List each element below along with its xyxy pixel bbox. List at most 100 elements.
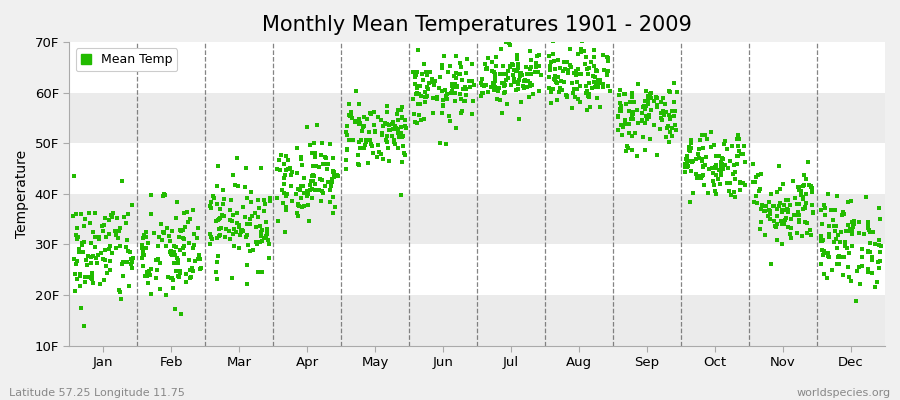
Point	[374, 151, 388, 157]
Point	[125, 259, 140, 266]
Point	[423, 69, 437, 75]
Point	[67, 256, 81, 262]
Point	[306, 172, 320, 178]
Point	[463, 83, 477, 90]
Point	[86, 228, 100, 235]
Point	[500, 101, 515, 107]
Point	[798, 200, 813, 206]
Point	[185, 207, 200, 214]
Point	[798, 204, 813, 210]
Point	[873, 249, 887, 255]
Point	[85, 273, 99, 280]
Point	[406, 96, 420, 102]
Point	[290, 145, 304, 152]
Point	[861, 227, 876, 233]
Point	[637, 119, 652, 126]
Point	[211, 253, 225, 260]
Point	[845, 228, 859, 234]
Point	[487, 81, 501, 88]
Point	[413, 82, 428, 89]
Point	[613, 100, 627, 106]
Point	[386, 121, 400, 128]
Point	[841, 199, 855, 206]
Point	[166, 276, 180, 283]
Point	[484, 59, 499, 66]
Point	[772, 186, 787, 192]
Point	[304, 150, 319, 156]
Point	[796, 194, 810, 200]
Point	[583, 59, 598, 65]
Point	[611, 113, 625, 120]
Point	[589, 67, 603, 74]
Point	[779, 207, 794, 214]
Point	[797, 205, 812, 211]
Point	[770, 189, 784, 196]
Point	[780, 206, 795, 213]
Point	[81, 253, 95, 259]
Point	[590, 76, 605, 83]
Point	[789, 229, 804, 236]
Point	[330, 173, 345, 180]
Point	[831, 232, 845, 238]
Point	[804, 184, 818, 190]
Point	[613, 108, 627, 114]
Point	[862, 240, 877, 247]
Point	[385, 118, 400, 125]
Point	[690, 151, 705, 157]
Point	[202, 230, 217, 237]
Point	[256, 197, 271, 204]
Point	[382, 158, 396, 164]
Point	[326, 194, 340, 200]
Point	[860, 222, 875, 228]
Point	[395, 104, 410, 110]
Point	[872, 265, 886, 271]
Point	[709, 153, 724, 159]
Point	[662, 112, 676, 118]
Point	[611, 113, 625, 119]
Point	[450, 83, 464, 90]
Point	[803, 227, 817, 233]
Point	[217, 212, 231, 219]
Point	[151, 234, 166, 240]
Point	[753, 226, 768, 232]
Point	[784, 225, 798, 231]
Point	[435, 62, 449, 68]
Point	[420, 86, 435, 92]
Point	[643, 91, 657, 98]
Point	[748, 179, 762, 185]
Point	[328, 204, 342, 210]
Point	[733, 178, 747, 185]
Point	[263, 194, 277, 201]
Point	[73, 270, 87, 277]
Point	[112, 242, 127, 249]
Point	[825, 267, 840, 274]
Point	[868, 284, 883, 290]
Point	[455, 108, 470, 114]
Point	[758, 203, 772, 209]
Point	[343, 111, 357, 118]
Point	[488, 77, 502, 84]
Point	[746, 161, 760, 167]
Point	[770, 237, 784, 243]
Point	[249, 241, 264, 248]
Point	[338, 128, 353, 135]
Point	[613, 107, 627, 113]
Point	[662, 88, 676, 94]
Point	[307, 140, 321, 146]
Point	[581, 65, 596, 72]
Point	[449, 52, 464, 59]
Point	[507, 67, 521, 74]
Point	[168, 244, 183, 250]
Point	[312, 164, 327, 170]
Point	[397, 150, 411, 156]
Point	[509, 68, 524, 74]
Point	[125, 201, 140, 208]
Point	[728, 169, 742, 175]
Point	[188, 257, 202, 264]
Point	[714, 170, 728, 176]
Point	[326, 167, 340, 174]
Point	[262, 240, 276, 247]
Point	[600, 54, 615, 61]
Point	[465, 78, 480, 84]
Point	[248, 210, 262, 216]
